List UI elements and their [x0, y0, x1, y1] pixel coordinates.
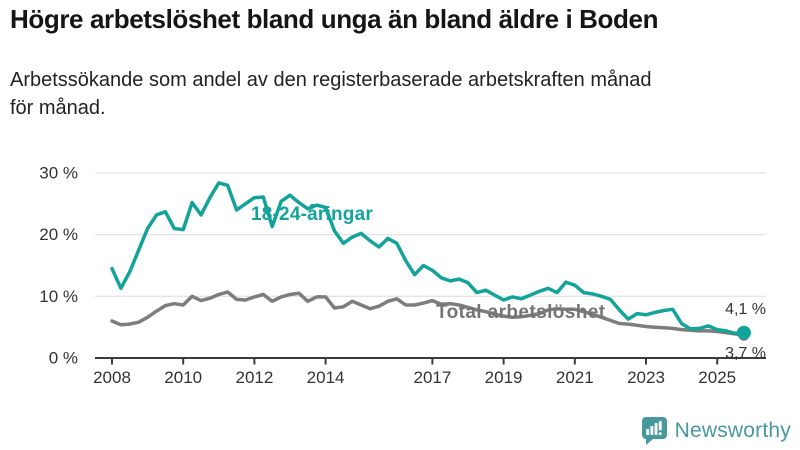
chart-subtitle-line1: Arbetssökande som andel av den registerb…	[10, 69, 652, 91]
series-end-dots	[736, 325, 751, 341]
chart-subtitle-line2: för månad.	[10, 97, 106, 119]
y-tick-label: 0 %	[49, 349, 78, 368]
x-axis-labels: 2008 2010 2012 2014 2017 2019 2021 2023 2025	[93, 368, 736, 387]
series-label-young: 18-24-åringar	[251, 204, 373, 225]
x-tick-label: 2019	[485, 368, 523, 387]
end-dot-young	[736, 325, 751, 340]
y-axis-labels: 0 % 10 % 20 % 30 %	[39, 164, 78, 368]
x-tick-label: 2010	[164, 368, 202, 387]
x-tick-label: 2021	[556, 368, 594, 387]
x-tick-label: 2012	[235, 368, 273, 387]
x-tick-label: 2023	[627, 368, 665, 387]
y-tick-label: 20 %	[39, 225, 78, 244]
y-tick-label: 30 %	[39, 164, 78, 183]
brand-logo: Newsworthy	[641, 416, 791, 446]
logo-bars	[645, 421, 662, 436]
brand-name: Newsworthy	[674, 419, 791, 442]
logo-exclamation-dot	[658, 432, 662, 436]
series-line-total	[110, 290, 746, 337]
x-tick-label: 2017	[413, 368, 451, 387]
x-tick-label: 2025	[698, 368, 736, 387]
logo-exclamation-bar	[658, 421, 662, 431]
x-axis	[95, 357, 766, 365]
x-tick-label: 2014	[307, 368, 345, 387]
end-value-total: 3,7 %	[725, 345, 766, 362]
gridlines	[95, 172, 766, 297]
y-tick-label: 10 %	[39, 287, 78, 306]
series-label-total: Total arbetslöshet	[436, 302, 606, 323]
chart-subtitle: Arbetssökande som andel av den registerb…	[10, 66, 770, 122]
series-line-young	[110, 181, 746, 336]
x-tick-label: 2008	[93, 368, 131, 387]
chart-title: Högre arbetslöshet bland unga än bland ä…	[10, 4, 659, 34]
newsworthy-logo-icon	[641, 417, 667, 445]
logo-bubble-shape	[641, 417, 667, 445]
end-value-young: 4,1 %	[725, 301, 766, 318]
series-lines	[110, 181, 746, 337]
